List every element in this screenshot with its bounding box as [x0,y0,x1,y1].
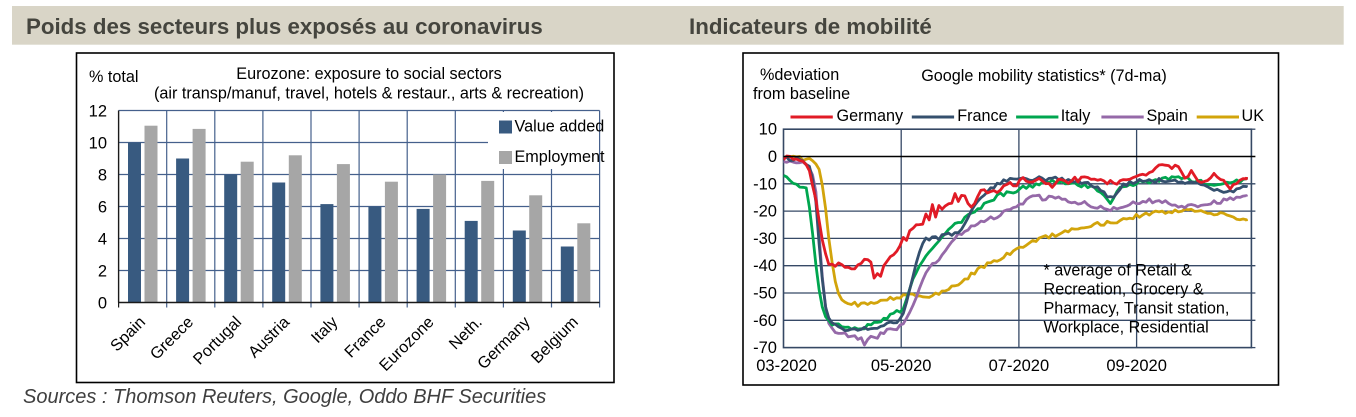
svg-text:8: 8 [98,167,107,185]
svg-text:Italy: Italy [1061,107,1092,125]
svg-text:-30: -30 [753,230,777,248]
svg-text:Employment: Employment [515,148,605,166]
svg-text:-10: -10 [753,175,777,193]
svg-text:6: 6 [98,199,107,217]
svg-text:%deviation: %deviation [760,66,839,84]
svg-text:10: 10 [759,121,777,139]
svg-text:Sources : Thomson Reuters, Goo: Sources : Thomson Reuters, Google, Oddo … [23,386,546,408]
svg-text:(air transp/manuf, travel, hot: (air transp/manuf, travel, hotels & rest… [154,85,584,103]
svg-text:% total: % total [89,68,139,86]
svg-text:Spain: Spain [1147,107,1188,125]
svg-text:4: 4 [98,231,107,249]
svg-text:2: 2 [98,263,107,281]
svg-text:Poids des secteurs plus exposé: Poids des secteurs plus exposés au coron… [26,14,543,39]
svg-text:-50: -50 [753,285,777,303]
svg-text:Google mobility statistics* (7: Google mobility statistics* (7d-ma) [921,67,1167,85]
svg-text:03-2020: 03-2020 [756,357,817,375]
svg-text:-60: -60 [753,312,777,330]
svg-text:05-2020: 05-2020 [871,357,932,375]
svg-text:Value added: Value added [515,118,605,136]
svg-text:Germany: Germany [837,107,904,125]
svg-text:Pharmacy, Transit station,: Pharmacy, Transit station, [1044,300,1230,318]
svg-text:07-2020: 07-2020 [989,357,1050,375]
svg-text:10: 10 [89,135,107,153]
svg-text:UK: UK [1242,107,1265,125]
svg-text:-20: -20 [753,203,777,221]
svg-text:-40: -40 [753,257,777,275]
svg-text:* average of Retail &: * average of Retail & [1044,262,1193,280]
svg-text:0: 0 [98,295,107,313]
svg-text:France: France [957,107,1007,125]
svg-text:Indicateurs de mobilité: Indicateurs de mobilité [689,14,932,39]
svg-text:-70: -70 [753,339,777,357]
svg-text:09-2020: 09-2020 [1106,357,1167,375]
svg-text:Workplace, Residential: Workplace, Residential [1044,319,1209,337]
svg-text:Recreation, Grocery &: Recreation, Grocery & [1044,281,1204,299]
svg-text:from baseline: from baseline [753,85,850,103]
svg-text:Eurozone: exposure to social s: Eurozone: exposure to social sectors [236,65,501,83]
svg-text:0: 0 [768,148,777,166]
svg-text:12: 12 [89,103,107,121]
